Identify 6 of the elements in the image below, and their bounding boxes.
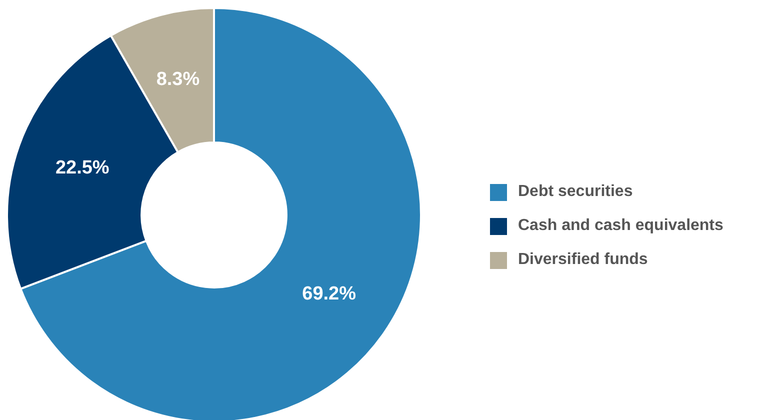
data-label: 22.5% [55, 157, 110, 178]
legend-label: Diversified funds [518, 251, 648, 269]
data-label: 69.2% [302, 283, 356, 304]
legend-label: Cash and cash equivalents [518, 217, 724, 235]
legend-label: Debt securities [518, 183, 633, 201]
data-label: 8.3% [156, 69, 200, 90]
